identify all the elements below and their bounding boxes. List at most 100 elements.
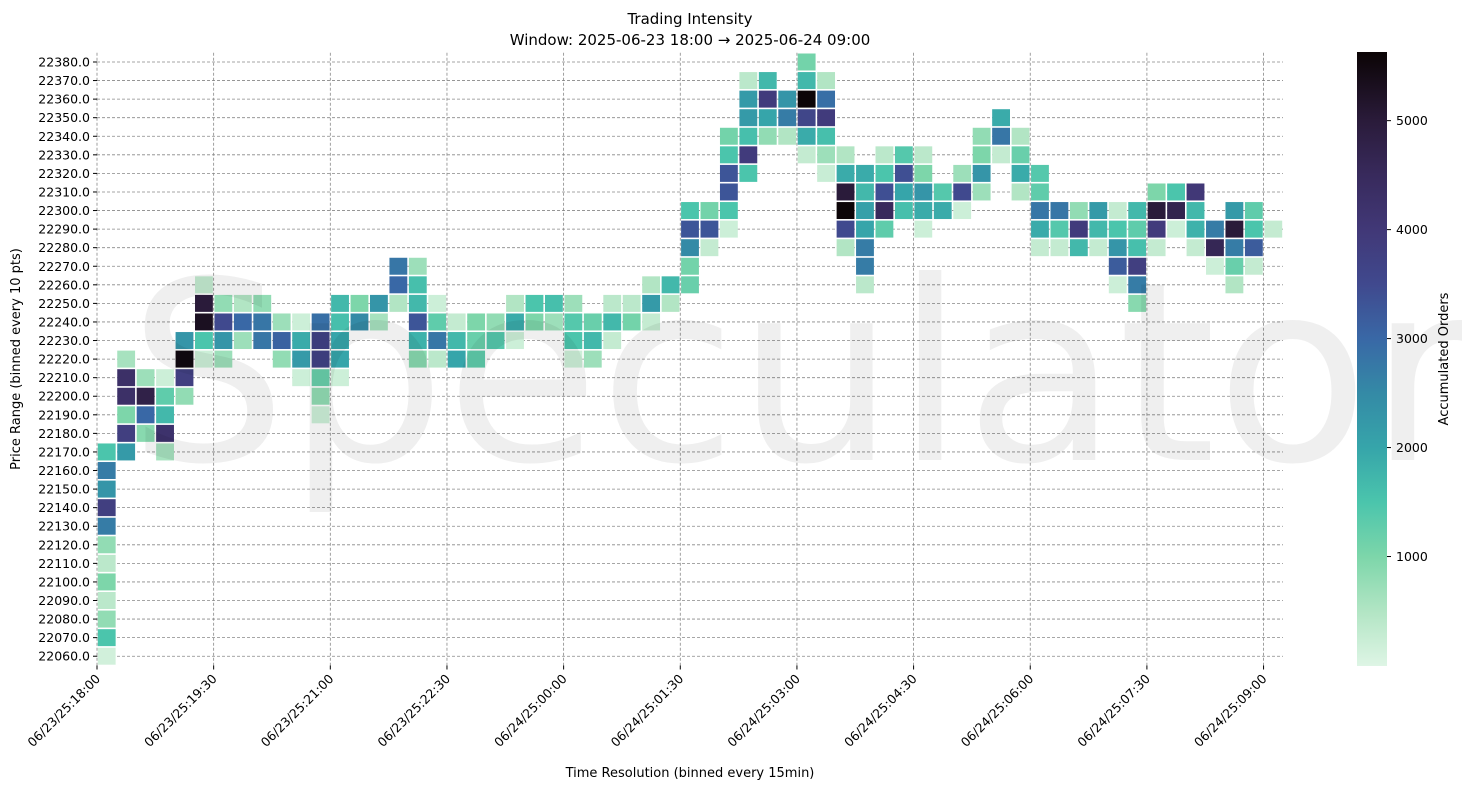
heatmap-cell: [681, 257, 699, 275]
heatmap-cell: [1147, 202, 1166, 220]
heatmap-cell: [1128, 202, 1147, 220]
heatmap-cell: [1050, 239, 1069, 257]
heatmap-cell: [253, 294, 272, 312]
heatmap-cell: [506, 294, 524, 312]
heatmap-cell: [817, 146, 836, 164]
y-axis: 22380.0 22370.0 22360.0 22350.0 22340.0 22330…: [38, 54, 97, 664]
y-tick-label: 22210.0: [38, 370, 90, 385]
heatmap-cell: [603, 332, 622, 350]
heatmap-cell: [856, 220, 874, 238]
heatmap-cell: [894, 164, 913, 182]
heatmap-cell: [136, 369, 155, 387]
colorbar-label: Accumulated Orders: [1437, 292, 1452, 425]
heatmap-cell: [778, 90, 797, 108]
heatmap-cell: [719, 127, 738, 145]
heatmap-cell: [875, 146, 894, 164]
heatmap-cell: [836, 202, 855, 220]
heatmap-cell: [292, 332, 311, 350]
heatmap-cell: [1186, 239, 1205, 257]
heatmap-cell: [117, 443, 136, 461]
heatmap-cell: [1108, 276, 1127, 294]
heatmap-cell: [564, 313, 583, 331]
heatmap-cell: [719, 146, 738, 164]
heatmap-cell: [214, 294, 233, 312]
y-tick-label: 22120.0: [38, 537, 90, 552]
heatmap-cell: [233, 294, 252, 312]
x-tick-label: 06/23/25:22:30: [374, 671, 453, 750]
heatmap-cell: [195, 313, 213, 331]
heatmap-cell: [817, 164, 836, 182]
y-tick-label: 22370.0: [38, 73, 90, 88]
heatmap-cell: [797, 72, 816, 90]
colorbar-tick-label: 4000: [1396, 222, 1428, 237]
heatmap-cell: [719, 164, 738, 182]
x-tick-label: 06/23/25:19:30: [141, 671, 220, 750]
heatmap-cell: [428, 294, 447, 312]
heatmap-cell: [97, 554, 116, 572]
heatmap-cell: [292, 313, 311, 331]
heatmap-cell: [233, 313, 252, 331]
heatmap-cell: [992, 109, 1011, 127]
heatmap-cell: [408, 294, 427, 312]
heatmap-cell: [817, 90, 836, 108]
y-tick-label: 22190.0: [38, 407, 90, 422]
y-tick-label: 22230.0: [38, 333, 90, 348]
heatmap-cell: [1031, 202, 1049, 220]
y-tick-label: 22250.0: [38, 296, 90, 311]
heatmap-cell: [136, 424, 155, 442]
heatmap-cell: [1108, 220, 1127, 238]
heatmap-cell: [914, 202, 933, 220]
chart-title: Trading Intensity: [626, 10, 752, 28]
heatmap-cell: [1206, 220, 1224, 238]
heatmap-cell: [1011, 127, 1030, 145]
x-axis-label: Time Resolution (binned every 15min): [565, 766, 815, 781]
heatmap-cell: [1206, 239, 1224, 257]
heatmap-cell: [214, 332, 233, 350]
heatmap-cell: [467, 332, 486, 350]
heatmap-cell: [1108, 239, 1127, 257]
heatmap-cell: [642, 313, 661, 331]
y-tick-label: 22070.0: [38, 630, 90, 645]
y-tick-label: 22380.0: [38, 54, 90, 69]
heatmap-cell: [1089, 202, 1108, 220]
heatmap-cell: [681, 220, 699, 238]
heatmap-cell: [369, 313, 388, 331]
heatmap-cell: [331, 313, 349, 331]
heatmap-cell: [797, 90, 816, 108]
heatmap-cell: [467, 350, 486, 368]
heatmap-cell: [195, 332, 213, 350]
heatmap-cell: [408, 276, 427, 294]
x-tick-label: 06/24/25:09:00: [1191, 671, 1270, 750]
y-tick-label: 22090.0: [38, 593, 90, 608]
heatmap-cell: [739, 127, 758, 145]
heatmap-cell: [700, 202, 719, 220]
heatmap-cell: [447, 350, 466, 368]
heatmap-cell: [292, 350, 311, 368]
heatmap-cell: [195, 276, 213, 294]
heatmap-cell: [622, 294, 641, 312]
colorbar-tick-label: 5000: [1396, 113, 1428, 128]
heatmap-cell: [856, 257, 874, 275]
heatmap-cell: [1031, 183, 1049, 201]
heatmap-cell: [1108, 257, 1127, 275]
x-tick-label: 06/24/25:07:30: [1074, 671, 1153, 750]
heatmap-cell: [1128, 276, 1147, 294]
heatmap-cell: [272, 332, 291, 350]
heatmap-cell: [836, 220, 855, 238]
heatmap-cell: [603, 294, 622, 312]
heatmap-cell: [1128, 294, 1147, 312]
heatmap-cell: [97, 517, 116, 535]
heatmap-cell: [836, 146, 855, 164]
heatmap-cell: [1225, 220, 1244, 238]
y-tick-label: 22330.0: [38, 147, 90, 162]
heatmap-cell: [1011, 183, 1030, 201]
x-tick-label: 06/24/25:04:30: [841, 671, 920, 750]
heatmap-cell: [583, 350, 602, 368]
heatmap-cell: [253, 313, 272, 331]
heatmap-cell: [972, 127, 991, 145]
heatmap-cell: [661, 276, 680, 294]
heatmap-cell: [1225, 257, 1244, 275]
heatmap-cell: [603, 313, 622, 331]
y-tick-label: 22260.0: [38, 277, 90, 292]
heatmap-cell: [875, 183, 894, 201]
